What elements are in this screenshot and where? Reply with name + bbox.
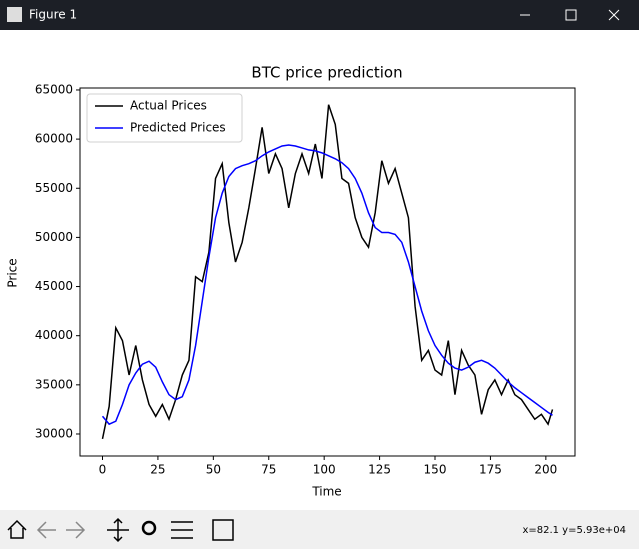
toolbar [0,510,639,549]
window-title: Figure 1 [29,8,77,22]
app-icon [7,7,22,22]
forward-button[interactable] [66,521,86,539]
y-tick-label: 40000 [35,328,73,342]
home-button[interactable] [7,519,27,539]
series-line [101,144,553,426]
legend-label: Predicted Prices [130,121,226,135]
legend-label: Actual Prices [130,99,207,113]
legend-box [86,93,243,143]
x-axis-label: Time [311,485,341,499]
y-tick-label: 45000 [35,279,73,293]
back-button[interactable] [36,521,56,539]
y-tick-label: 50000 [35,230,73,244]
maximize-button[interactable] [565,9,577,21]
chart-title: BTC price prediction [251,64,402,82]
status-text: x=82.1 y=5.93e+04 [522,525,626,536]
x-tick-label: 25 [150,463,165,477]
x-tick-label: 50 [206,463,221,477]
axes-frame [79,87,576,457]
close-button[interactable] [608,9,620,21]
title-bar [0,0,639,30]
x-tick-label: 100 [313,463,336,477]
y-tick-label: 30000 [35,426,73,440]
y-tick-label: 35000 [35,377,73,391]
y-tick-label: 65000 [35,82,73,96]
pan-button[interactable] [107,517,129,543]
x-tick-label: 200 [534,463,557,477]
zoom-button[interactable] [141,520,157,536]
y-tick-label: 55000 [35,181,73,195]
x-tick-label: 175 [479,463,502,477]
configure-button[interactable] [171,521,193,539]
y-axis-label: Price [6,258,20,287]
x-tick-label: 75 [261,463,276,477]
x-tick-label: 150 [424,463,447,477]
x-tick-label: 0 [99,463,107,477]
save-button[interactable] [212,519,234,541]
x-tick-label: 125 [368,463,391,477]
y-tick-label: 60000 [35,132,73,146]
series-line [101,104,554,440]
